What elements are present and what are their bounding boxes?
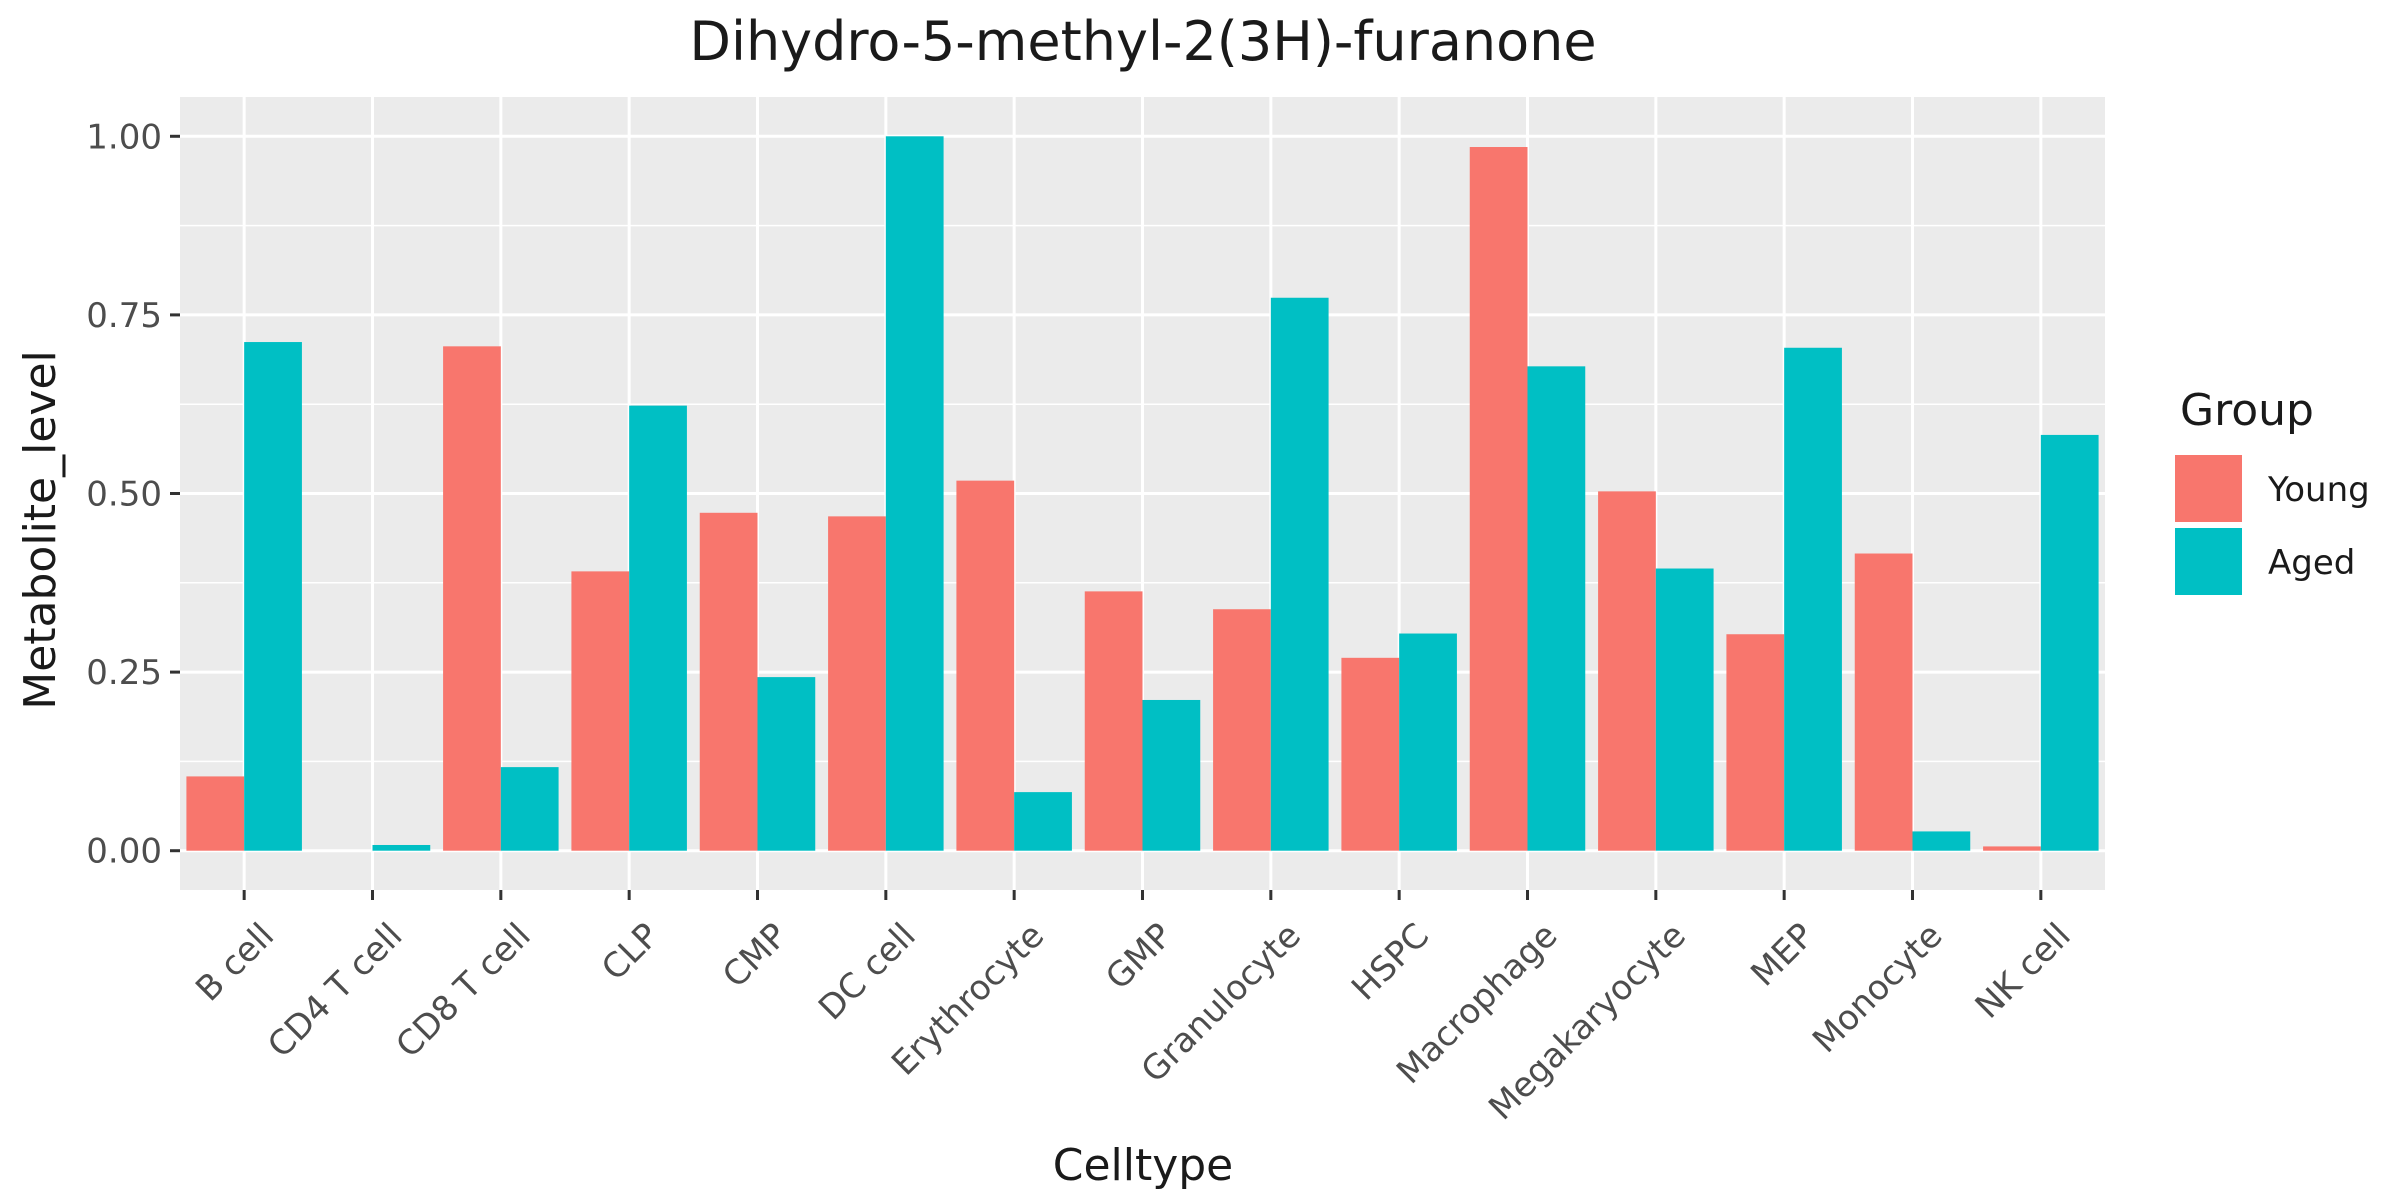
y-axis: 0.00 0.25 0.50 0.75 1.00	[86, 117, 180, 872]
bar-aged-macrophage	[1527, 366, 1586, 851]
bar-young-clp	[571, 571, 630, 851]
bar-young-granulocyte	[1213, 609, 1271, 851]
x-tick-label: DC cell	[811, 916, 924, 1029]
x-tick-label: Monocyte	[1805, 916, 1950, 1061]
x-tick-label: MEP	[1743, 916, 1822, 995]
bar-young-macrophage	[1469, 147, 1528, 851]
bar-aged-cd4-t-cell	[372, 844, 431, 851]
y-tick-label: 0.00	[86, 832, 162, 872]
legend-label-aged: Aged	[2268, 543, 2355, 583]
y-tick-label: 1.00	[86, 117, 162, 157]
legend-key-aged	[2175, 528, 2242, 595]
bar-aged-mep	[1784, 347, 1842, 851]
bar-aged-erythrocyte	[1014, 792, 1072, 851]
bar-aged-monocyte	[1912, 831, 1971, 851]
bar-young-megakaryocyte	[1598, 491, 1656, 851]
legend-key-young	[2175, 455, 2242, 522]
x-tick-label: GMP	[1098, 916, 1180, 998]
legend-label-young: Young	[2267, 470, 2370, 510]
y-tick-label: 0.50	[86, 475, 162, 515]
bar-aged-cd8-t-cell	[500, 767, 559, 851]
bar-young-dc-cell	[828, 516, 886, 851]
bar-aged-gmp	[1142, 699, 1201, 851]
bar-aged-b-cell	[244, 342, 302, 851]
legend-title: Group	[2180, 385, 2314, 436]
bar-young-monocyte	[1854, 553, 1913, 851]
chart-title: Dihydro-5-methyl-2(3H)-furanone	[689, 10, 1596, 73]
x-tick-label: CD8 T cell	[389, 916, 539, 1066]
bar-aged-nk-cell	[2040, 434, 2099, 851]
y-tick-label: 0.75	[86, 296, 162, 336]
bars	[186, 136, 2099, 851]
bar-aged-megakaryocyte	[1655, 568, 1714, 851]
bar-young-hspc	[1341, 657, 1400, 851]
bar-young-nk-cell	[1983, 846, 2041, 851]
bar-aged-hspc	[1399, 633, 1457, 851]
y-tick-label: 0.25	[86, 653, 162, 693]
x-tick-label: CMP	[715, 916, 795, 996]
bar-young-b-cell	[186, 776, 245, 851]
x-tick-label: HSPC	[1344, 916, 1437, 1009]
x-axis-title: Celltype	[1053, 1140, 1234, 1191]
y-axis-title: Metabolite_level	[15, 350, 66, 710]
bar-young-cmp	[699, 512, 758, 851]
bar-aged-clp	[629, 405, 687, 851]
legend: Group Young Aged	[2175, 385, 2370, 595]
x-tick-label: CLP	[594, 916, 667, 989]
bar-aged-granulocyte	[1270, 297, 1329, 851]
bar-aged-cmp	[757, 677, 816, 851]
x-tick-label: CD4 T cell	[260, 916, 410, 1066]
x-tick-label: NK cell	[1968, 916, 2079, 1027]
bar-young-gmp	[1084, 591, 1143, 851]
x-tick-label: B cell	[188, 916, 282, 1010]
bar-young-erythrocyte	[956, 480, 1015, 851]
bar-aged-dc-cell	[885, 136, 944, 851]
bar-young-cd8-t-cell	[443, 346, 501, 851]
bar-young-mep	[1726, 634, 1785, 851]
